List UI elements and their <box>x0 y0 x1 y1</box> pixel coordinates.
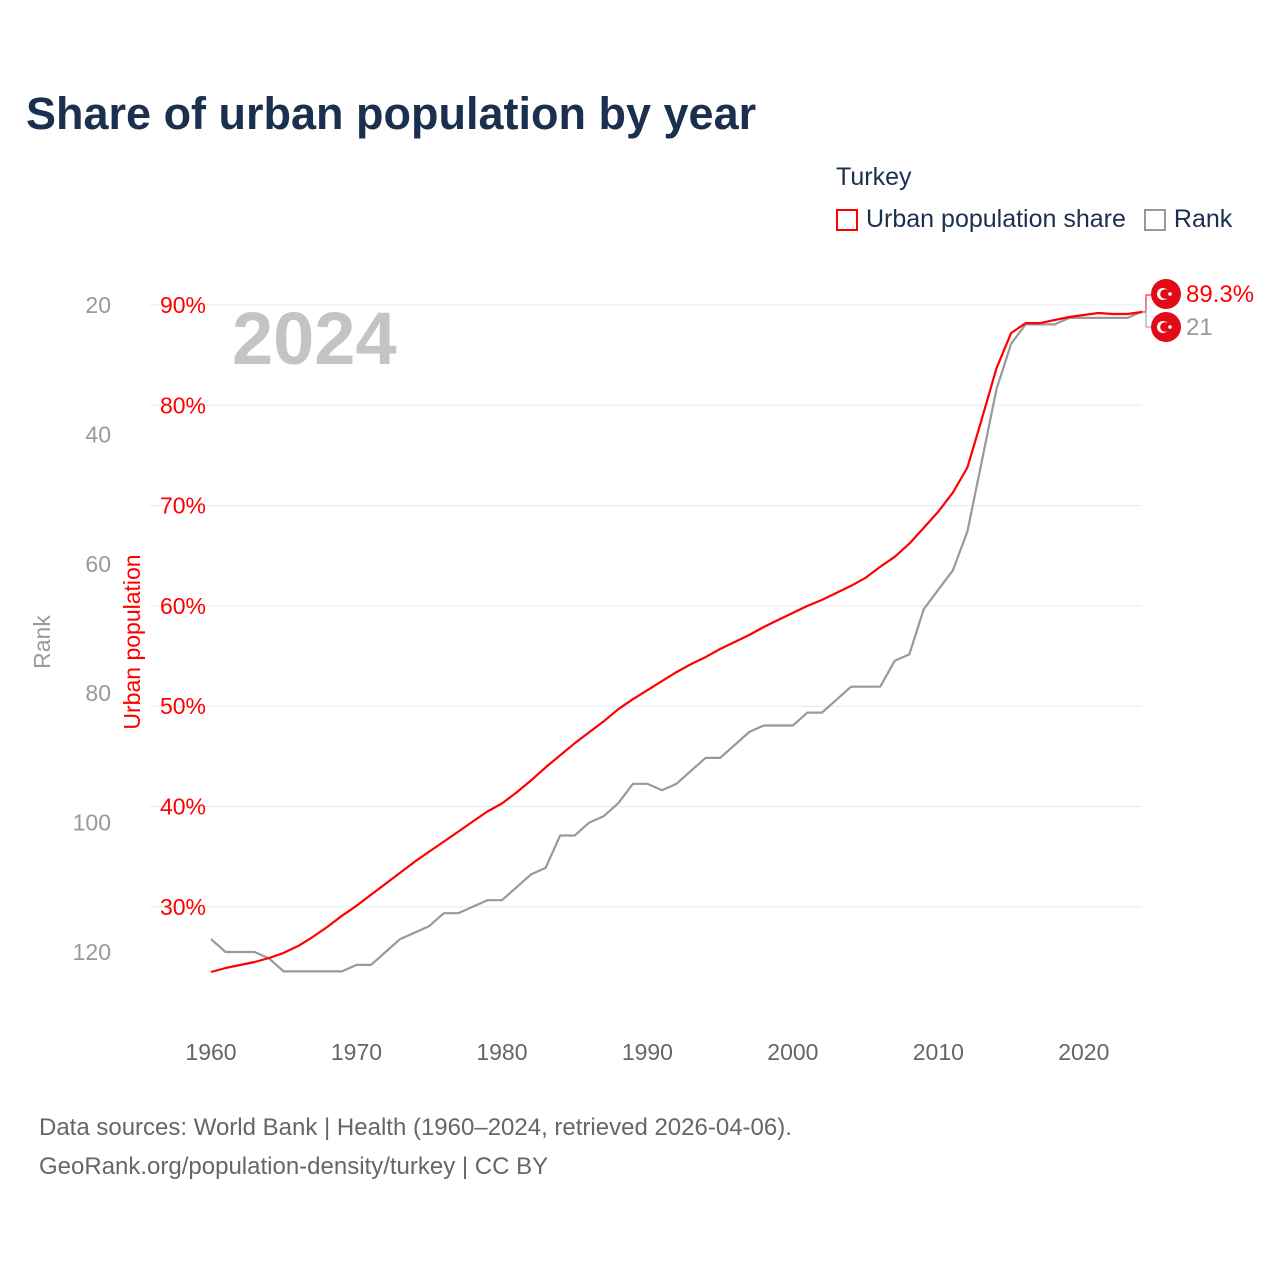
share-connector <box>1142 294 1152 313</box>
year-watermark: 2024 <box>232 297 397 380</box>
y-tick-label: 90% <box>160 292 206 318</box>
x-tick-label: 2000 <box>767 1039 818 1065</box>
y-tick-label: 60% <box>160 593 206 619</box>
footer: Data sources: World Bank | Health (1960–… <box>39 1108 792 1186</box>
y-tick-label: 50% <box>160 693 206 719</box>
y-axis-label: Urban population <box>119 554 145 729</box>
rank-connector <box>1142 310 1152 328</box>
rank-end-label: 21 <box>1186 314 1213 341</box>
legend-title: Turkey <box>836 163 912 191</box>
x-tick-label: 1990 <box>622 1039 673 1065</box>
source-link[interactable]: GeoRank.org/population-density/turkey | … <box>39 1153 549 1180</box>
x-tick-label: 1960 <box>185 1039 236 1065</box>
y2-tick-label: 100 <box>73 810 111 836</box>
y2-tick-label: 40 <box>85 421 111 447</box>
turkey-flag-icon <box>1151 279 1181 309</box>
data-source: Data sources: World Bank | Health (1960–… <box>39 1114 792 1141</box>
y-tick-label: 70% <box>160 493 206 519</box>
legend-label: Rank <box>1173 205 1233 233</box>
y-tick-label: 30% <box>160 894 206 920</box>
legend: Urban population share Rank <box>836 205 1250 234</box>
turkey-flag-icon <box>1151 312 1181 342</box>
y2-tick-label: 60 <box>85 551 111 577</box>
legend-label: Urban population share <box>866 205 1126 233</box>
x-tick-label: 2010 <box>913 1039 964 1065</box>
legend-swatch-gray <box>1143 208 1166 231</box>
rank-line <box>210 310 1143 973</box>
y2-tick-label: 20 <box>85 292 111 318</box>
x-tick-label: 1970 <box>331 1039 382 1065</box>
urban-share-line <box>210 310 1143 974</box>
x-tick-label: 1980 <box>476 1039 527 1065</box>
y2-axis-label: Rank <box>29 615 55 669</box>
y2-tick-label: 120 <box>73 939 111 965</box>
share-end-label: 89.3% <box>1186 281 1254 308</box>
y2-tick-label: 80 <box>85 680 111 706</box>
legend-item-urban-share[interactable]: Urban population share <box>836 205 1126 234</box>
legend-item-rank[interactable]: Rank <box>1143 205 1233 234</box>
y-tick-label: 80% <box>160 392 206 418</box>
y-tick-label: 40% <box>160 794 206 820</box>
x-tick-label: 2020 <box>1058 1039 1109 1065</box>
legend-swatch-red <box>836 208 858 231</box>
chart-title: Share of urban population by year <box>26 88 757 139</box>
